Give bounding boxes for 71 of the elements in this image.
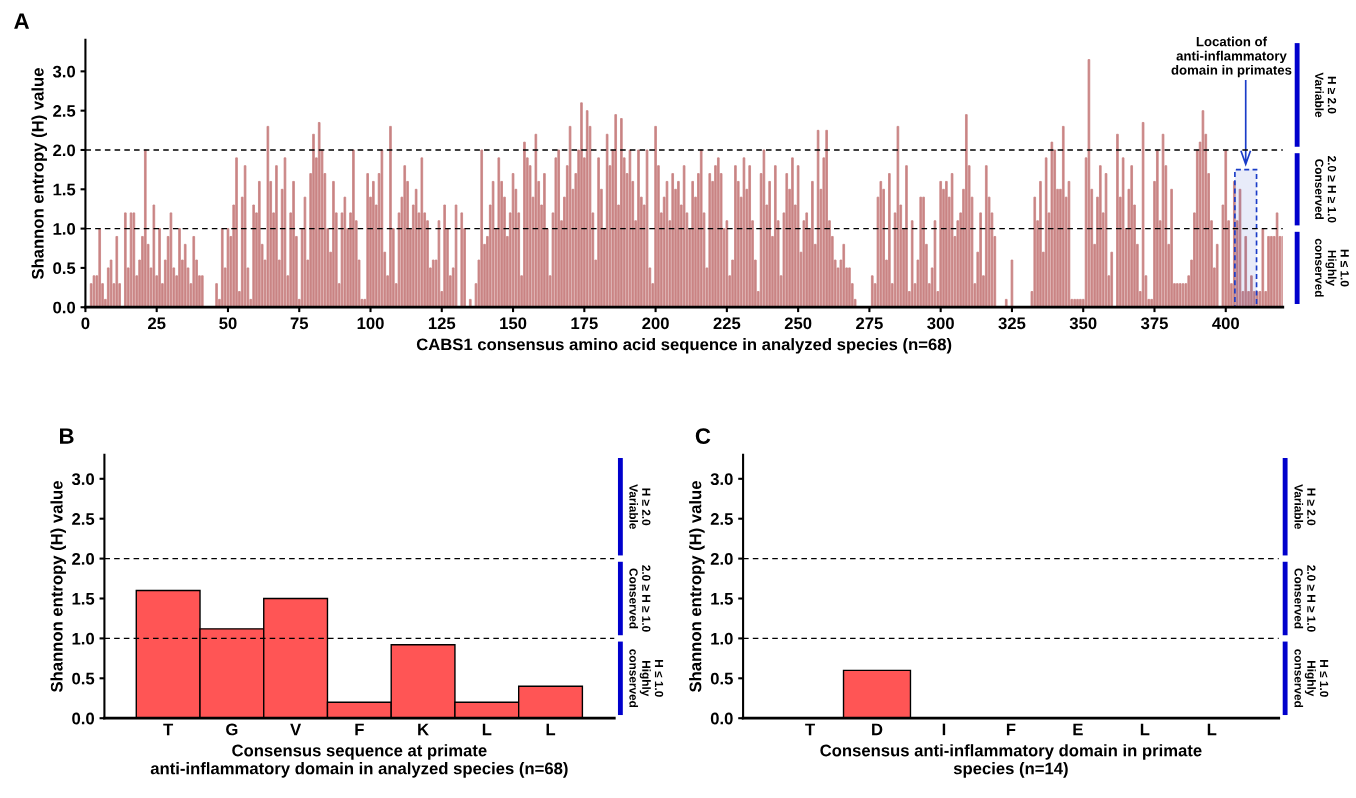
x-axis-title: Consensus anti-inflammatory domain in primate species (n=14) bbox=[820, 744, 1202, 778]
y-tick-label: 0.5 bbox=[72, 672, 95, 685]
text: H ≥ 2.0 Variable bbox=[1294, 484, 1316, 529]
x-tick-label: K bbox=[418, 723, 429, 736]
x-tick-label: I bbox=[942, 723, 946, 736]
y-tick-label: 0.0 bbox=[53, 301, 76, 314]
x-tick-label: 0 bbox=[81, 317, 90, 330]
x-tick-label: 400 bbox=[1212, 317, 1239, 330]
x-tick-label: D bbox=[872, 723, 883, 736]
text: H ≤ 1.0 Highly conserved bbox=[629, 649, 664, 708]
text: 2.0 ≥ H ≥ 1.0 Conserved bbox=[629, 565, 651, 632]
x-axis-title: Consensus sequence at primate anti-inflammatory domain in analyzed species (n=68) bbox=[150, 744, 568, 778]
y-tick-label: 0.0 bbox=[710, 712, 733, 725]
x-tick-label: 225 bbox=[713, 317, 741, 330]
y-tick-label: 2.0 bbox=[710, 553, 733, 565]
x-tick-label: 25 bbox=[148, 317, 166, 330]
y-tick-label: 1.0 bbox=[711, 632, 733, 645]
y-tick-label: 1.0 bbox=[72, 632, 95, 645]
annotation: Location of anti-inflammatory domain in primates bbox=[1171, 36, 1292, 78]
x-tick-label: 75 bbox=[290, 317, 309, 330]
y-axis-title: Shannon entropy (H) value bbox=[31, 68, 47, 280]
y-tick-label: 2.5 bbox=[72, 513, 95, 525]
x-tick-label: 100 bbox=[357, 317, 384, 330]
y-tick-label: 3.0 bbox=[71, 473, 95, 486]
y-tick-label: 0.0 bbox=[72, 712, 95, 725]
y-tick-label: 3.0 bbox=[710, 473, 733, 486]
x-tick-label: L bbox=[1140, 723, 1150, 736]
y-tick-label: 3.0 bbox=[52, 65, 76, 78]
x-tick-label: 350 bbox=[1069, 317, 1097, 330]
text: 2.0 ≥ H ≥ 1.0 Conserved bbox=[1294, 565, 1316, 632]
y-tick-label: 2.5 bbox=[53, 105, 76, 117]
text: 2.0 ≥ H ≥ 1.0 Conserved bbox=[1315, 155, 1337, 223]
y-tick-label: 2.5 bbox=[710, 513, 733, 525]
chart-title: A bbox=[14, 13, 30, 29]
x-tick-label: 300 bbox=[927, 317, 954, 330]
y-tick-label: 0.5 bbox=[53, 262, 76, 275]
x-tick-label: G bbox=[226, 723, 238, 736]
x-tick-label: 125 bbox=[428, 317, 456, 330]
x-tick-label: 250 bbox=[784, 317, 812, 330]
x-tick-label: 200 bbox=[642, 317, 669, 330]
chart-title: B bbox=[60, 428, 74, 444]
y-tick-label: 2.0 bbox=[53, 144, 76, 157]
y-tick-label: 1.5 bbox=[53, 183, 76, 196]
y-tick-label: 0.5 bbox=[710, 672, 733, 685]
x-tick-label: T bbox=[163, 723, 174, 736]
x-tick-label: E bbox=[1073, 723, 1083, 736]
y-tick-label: 2.0 bbox=[72, 553, 95, 565]
x-tick-label: 50 bbox=[219, 317, 237, 330]
x-tick-label: F bbox=[355, 723, 364, 736]
x-tick-label: 150 bbox=[500, 317, 527, 330]
x-axis-title: CABS1 consensus amino acid sequence in analyzed species (n=68) bbox=[416, 338, 952, 354]
x-tick-label: L bbox=[546, 723, 556, 736]
x-tick-label: L bbox=[482, 723, 492, 736]
y-tick-label: 1.0 bbox=[53, 223, 76, 235]
text: H ≥ 2.0 Variable bbox=[629, 484, 651, 529]
text: H ≤ 1.0 Highly conserved bbox=[1294, 649, 1329, 708]
y-axis-title: Shannon entropy (H) value bbox=[50, 481, 66, 693]
y-tick-label: 1.5 bbox=[711, 593, 733, 605]
chart-title: C bbox=[695, 428, 711, 444]
x-tick-label: V bbox=[290, 723, 302, 736]
y-axis-title: Shannon entropy (H) value bbox=[689, 481, 705, 693]
text: H ≤ 1.0 Highly conserved bbox=[1315, 238, 1349, 297]
x-tick-label: 325 bbox=[998, 317, 1026, 330]
y-tick-label: 1.5 bbox=[72, 593, 95, 605]
text: H ≥ 2.0 Variable bbox=[1315, 72, 1337, 118]
x-tick-label: F bbox=[1006, 723, 1016, 736]
x-tick-label: 375 bbox=[1140, 317, 1168, 330]
x-tick-label: T bbox=[805, 723, 815, 736]
x-tick-label: 175 bbox=[571, 317, 598, 330]
x-tick-label: 275 bbox=[856, 317, 883, 330]
x-tick-label: L bbox=[1207, 723, 1217, 736]
